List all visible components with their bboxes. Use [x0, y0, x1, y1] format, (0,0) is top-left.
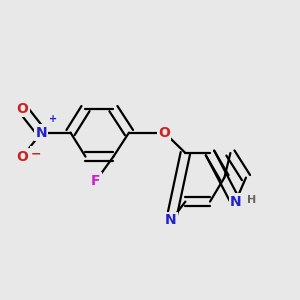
Text: O: O: [16, 102, 28, 116]
Text: F: F: [91, 174, 101, 188]
Text: O: O: [16, 150, 28, 164]
Text: N: N: [230, 195, 241, 208]
Text: +: +: [49, 114, 57, 124]
Text: H: H: [247, 195, 256, 205]
Text: O: O: [158, 126, 170, 140]
Text: −: −: [31, 147, 41, 160]
Text: N: N: [165, 214, 177, 227]
Text: N: N: [36, 126, 47, 140]
